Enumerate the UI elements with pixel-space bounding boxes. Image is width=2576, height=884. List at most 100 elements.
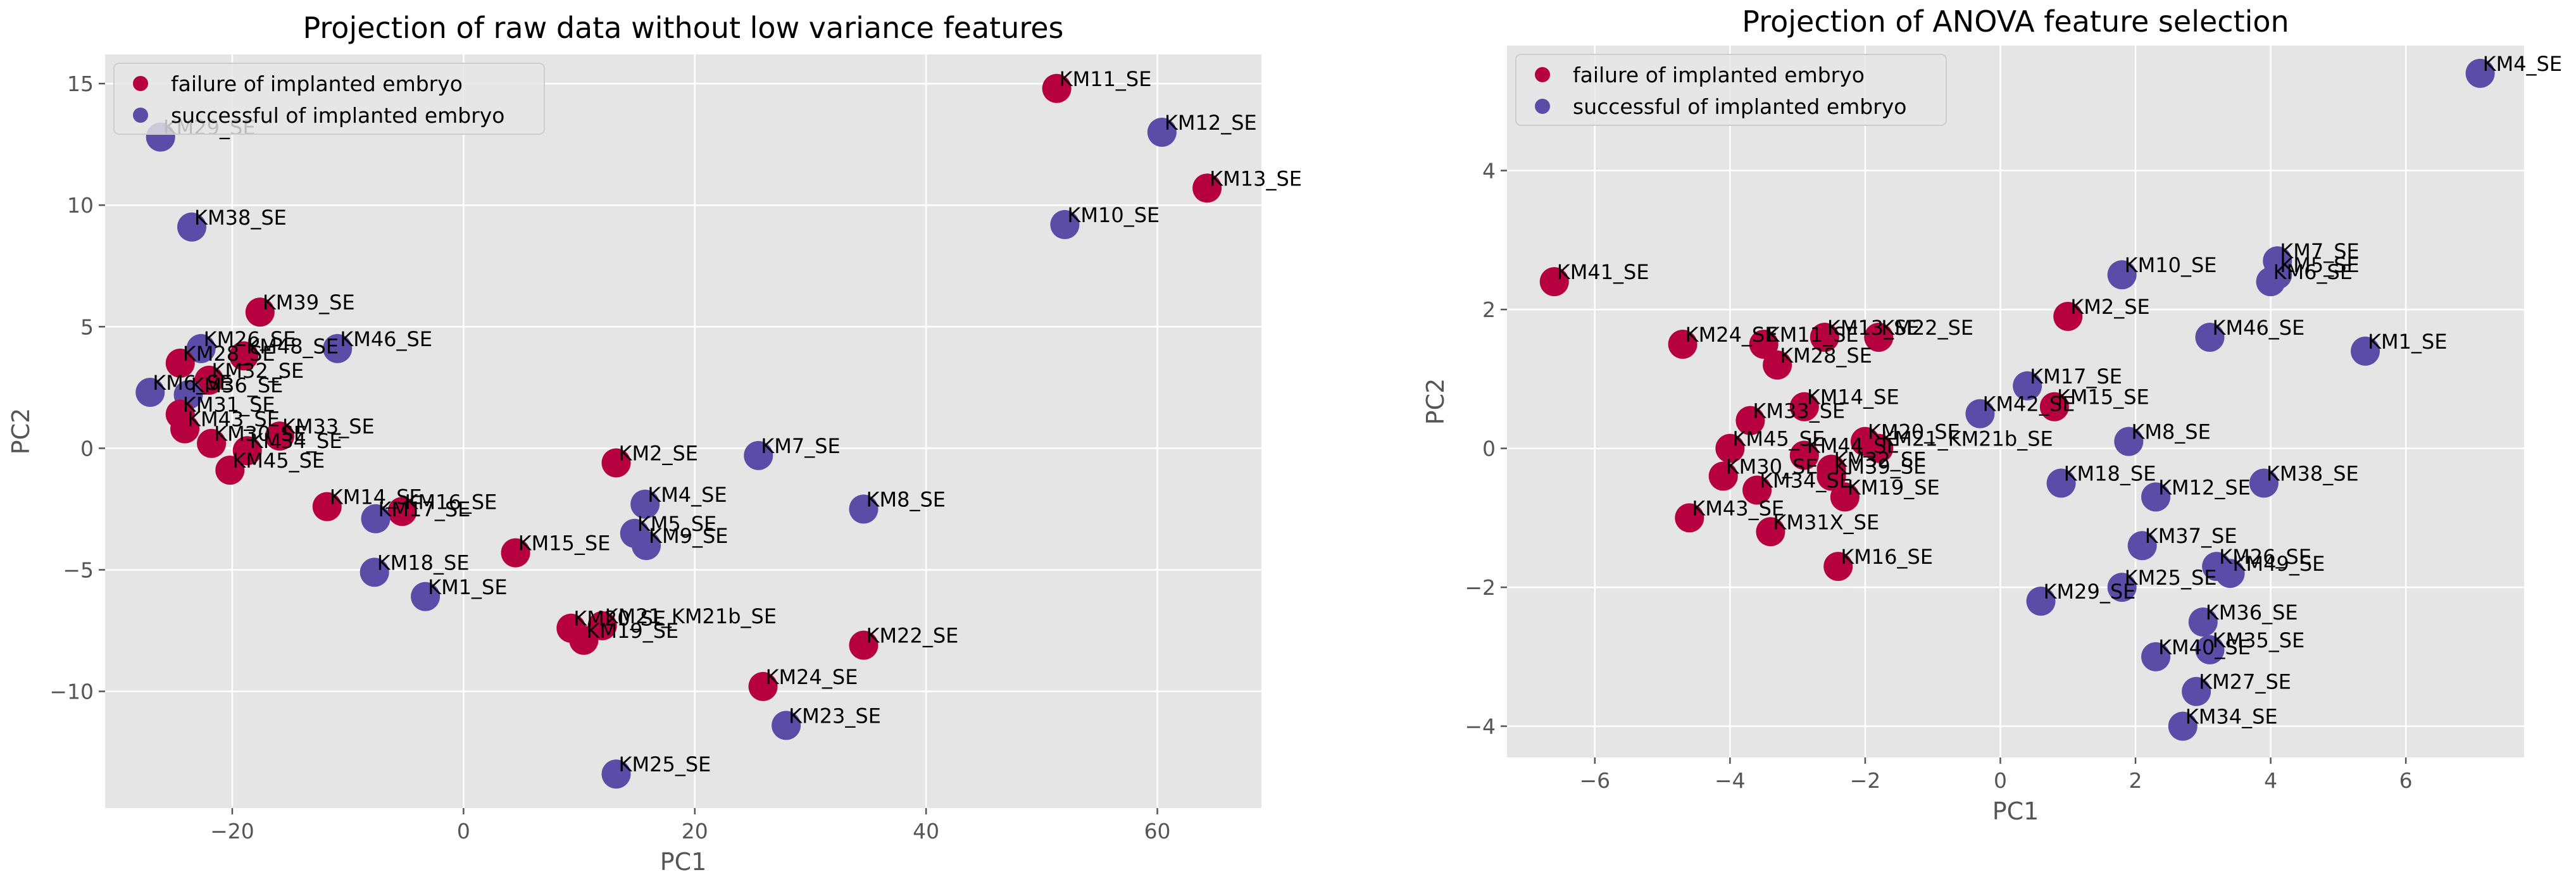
chart-1-point-KM25_SE: [601, 759, 631, 789]
chart-1-point-label: KM23_SE: [789, 704, 881, 728]
chart-2-point-label: KM38_SE: [2267, 461, 2359, 485]
chart-2-point-label: KM25_SE: [2125, 566, 2217, 590]
chart-2-point-label: KM39_SE: [1834, 454, 1927, 478]
chart-2-legend: failure of implanted embryo successful of…: [1515, 54, 1947, 126]
chart-1-title: Projection of raw data without low varia…: [303, 11, 1063, 45]
chart-2-point-KM11_SE: [1749, 329, 1779, 359]
chart-2-x-tick-label: 4: [2264, 768, 2277, 793]
chart-1-point-KM2_SE: [601, 448, 631, 478]
chart-2-point-label: KM19_SE: [1848, 475, 1940, 499]
chart-1-point-label: KM12_SE: [1165, 111, 1257, 135]
chart-1-point-KM18_SE: [360, 557, 389, 587]
chart-2-point-label: KM34_SE: [2185, 705, 2278, 729]
chart-2-point-KM16_SE: [1823, 552, 1853, 582]
chart-2-point-KM13_SE: [1810, 322, 1839, 352]
chart-1-point-label: KM34_SE: [250, 429, 342, 453]
chart-1-point-label: KM25_SE: [619, 752, 711, 776]
chart-1-point-label: KM26_SE: [204, 327, 296, 351]
chart-2-point-KM17_SE: [2013, 371, 2042, 401]
chart-1-point-KM48_SE: [229, 341, 259, 371]
chart-2-point-KM40_SE: [2141, 642, 2171, 671]
chart-1-point-label: KM6_SE: [153, 371, 232, 395]
chart-1-point-label: KM21_KM21b_SE: [605, 604, 777, 628]
chart-1-point-label: KM46_SE: [340, 327, 432, 351]
chart-2-point-label: KM34_SE: [1760, 468, 1852, 492]
chart-1-point-label: KM16_SE: [405, 490, 497, 514]
chart-1-x-tick-label: 60: [1144, 819, 1171, 844]
chart-2-point-KM45_SE: [1715, 433, 1745, 463]
chart-1-point-label: KM14_SE: [330, 485, 422, 509]
chart-2-point-label: KM28_SE: [1780, 344, 1872, 368]
chart-1-point-label: KM4_SE: [647, 483, 727, 507]
chart-2-point-label: KM20_SE: [1868, 420, 1960, 444]
chart-1-point-label: KM38_SE: [194, 206, 287, 230]
chart-2-title: Projection of ANOVA feature selection: [1742, 4, 2289, 39]
chart-2-point-KM34_SE: [1742, 475, 1772, 505]
chart-2-point-label: KM49_SE: [2233, 552, 2325, 576]
chart-1-y-tick-label: 5: [80, 314, 94, 339]
chart-1-point-KM9_SE: [632, 531, 661, 561]
chart-1-point-KM15_SE: [501, 538, 530, 568]
chart-1-y-tick-label: 15: [67, 72, 94, 96]
chart-2-point-label: KM24_SE: [1685, 323, 1778, 347]
chart-2-point-KM39_SE: [1816, 461, 1846, 491]
chart-2-point-KM34_SE: [2168, 711, 2198, 741]
chart-1-legend: failure of implanted embryo successful of…: [113, 63, 545, 135]
chart-2-point-KM12_SE: [2141, 482, 2171, 512]
chart-2-point-label: KM26_SE: [2219, 545, 2311, 569]
chart-2-point-label: KM40_SE: [2158, 635, 2251, 659]
chart-2-point-label: KM5_SE: [2280, 253, 2359, 277]
chart-1-point-label: KM31_SE: [183, 393, 275, 417]
chart-2-legend-marker-success: [1535, 99, 1550, 114]
chart-1-point-KM13_SE: [1192, 173, 1222, 203]
chart-2-plot-area: [1507, 46, 2524, 757]
chart-1-point-KM14_SE: [312, 492, 342, 521]
chart-2: −6 −4 −2 0 2 4 6 −4 −2 0 2 4 PC1 PC2 Projection of ANO…: [1422, 4, 2562, 825]
chart-1-y-axis-label: PC2: [7, 408, 35, 455]
chart-1-point-KM19_SE: [569, 625, 599, 655]
chart-1-point-label: KM39_SE: [263, 290, 355, 314]
chart-1-point-KM7_SE: [744, 440, 773, 470]
chart-1-point-KM23_SE: [772, 711, 801, 740]
chart-2-point-KM36_SE: [2188, 607, 2218, 637]
chart-1-point-KM45_SE: [215, 455, 245, 485]
chart-1-point-KM16_SE: [387, 497, 417, 526]
chart-2-point-label: KM46_SE: [2212, 316, 2304, 340]
chart-1-point-KM26_SE: [186, 333, 216, 363]
chart-2-x-tick-label: 0: [1994, 768, 2007, 793]
chart-2-point-label: KM15_SE: [2057, 385, 2149, 409]
chart-1-point-KM24_SE: [748, 671, 778, 701]
chart-1-point-label: KM10_SE: [1067, 203, 1160, 227]
chart-2-point-label: KM43_SE: [1692, 496, 1784, 520]
chart-1-point-label: KM17_SE: [378, 497, 471, 521]
chart-1-x-tick-label: 20: [682, 819, 708, 844]
chart-1-point-KM39_SE: [245, 297, 275, 327]
chart-2-point-label: KM32_SE: [1834, 448, 1927, 472]
chart-2-point-label: KM6_SE: [2273, 260, 2353, 284]
chart-1-point-label: KM13_SE: [1210, 166, 1302, 190]
chart-2-point-label: KM35_SE: [2212, 628, 2304, 652]
chart-1-point-KM6_SE: [135, 378, 165, 408]
chart-2-point-KM1_SE: [2351, 336, 2380, 366]
chart-1-legend-marker-success: [133, 108, 148, 123]
chart-2-point-KM15_SE: [2039, 392, 2069, 421]
chart-1-x-tick-label: 40: [913, 819, 939, 844]
chart-2-point-label: KM42_SE: [1982, 392, 2075, 416]
chart-2-point-label: KM4_SE: [2483, 52, 2562, 76]
chart-2-point-label: KM44_SE: [1807, 434, 1899, 458]
chart-1-point-KM32_SE: [194, 365, 224, 395]
chart-2-point-KM8_SE: [2114, 426, 2144, 456]
chart-2-point-label: KM7_SE: [2280, 239, 2359, 263]
chart-2-point-label: KM45_SE: [1732, 427, 1825, 451]
chart-2-x-tick-label: 6: [2399, 768, 2413, 793]
chart-2-x-axis-label: PC1: [1992, 797, 2039, 825]
chart-2-x-tick-label: −6: [1579, 768, 1610, 793]
chart-2-point-KM27_SE: [2182, 676, 2211, 706]
chart-2-point-label: KM1_SE: [2368, 330, 2447, 354]
chart-1-point-label: KM19_SE: [586, 619, 678, 643]
chart-1-point-KM46_SE: [323, 333, 353, 363]
chart-2-point-KM29_SE: [2026, 587, 2056, 616]
chart-1-point-label: KM32_SE: [211, 359, 304, 383]
chart-2-point-KM25_SE: [2107, 573, 2137, 602]
